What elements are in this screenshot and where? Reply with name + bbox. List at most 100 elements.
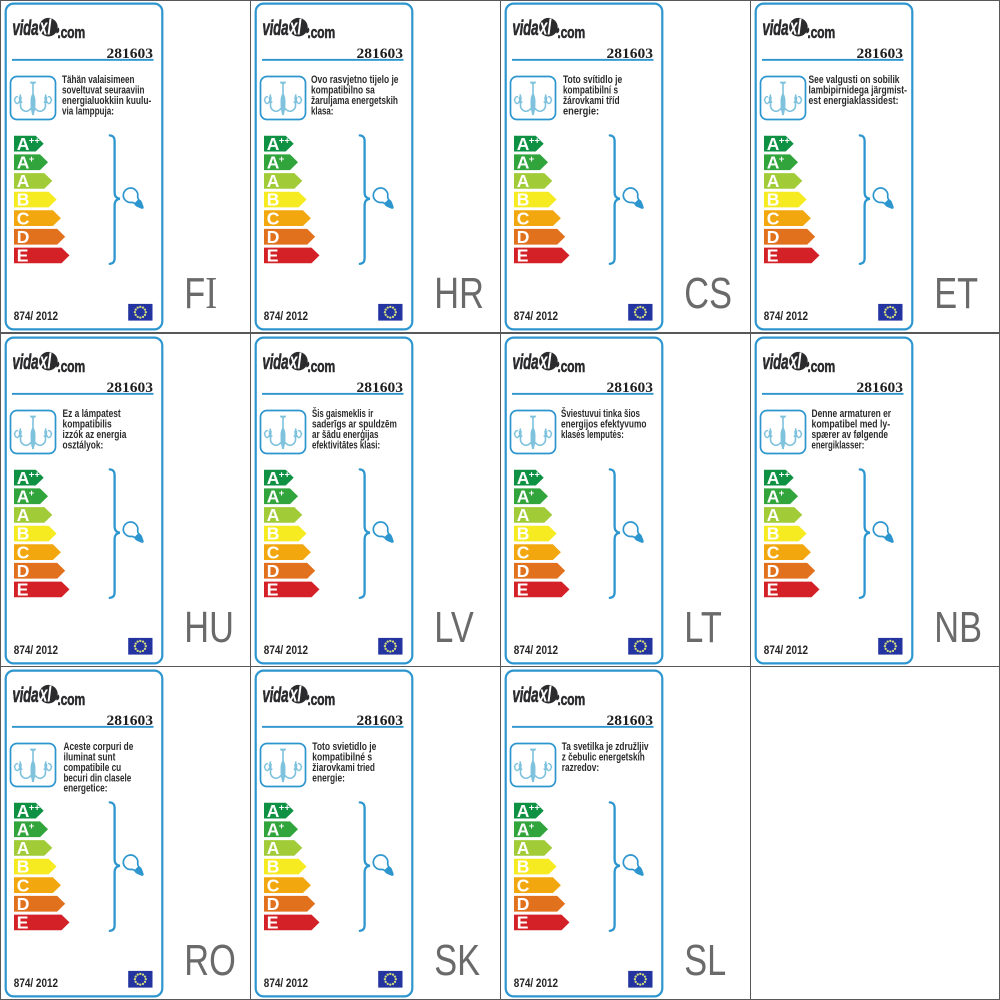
svg-text:xl: xl <box>789 14 802 39</box>
svg-text:874/ 2012: 874/ 2012 <box>264 310 308 323</box>
svg-text:efektivitātes klasi:: efektivitātes klasi: <box>312 439 380 451</box>
svg-text:kompatibilní s: kompatibilní s <box>563 84 618 96</box>
svg-text:281603: 281603 <box>607 46 654 62</box>
svg-text:B: B <box>517 190 530 210</box>
svg-text:xl: xl <box>539 14 552 39</box>
svg-text:A: A <box>767 134 780 154</box>
svg-text:.com: .com <box>807 358 835 376</box>
svg-text:vida: vida <box>512 16 538 40</box>
svg-text:klasės lemputės:: klasės lemputės: <box>561 429 624 441</box>
svg-text:++: ++ <box>279 135 291 146</box>
svg-text:C: C <box>17 875 30 895</box>
svg-text:ET: ET <box>934 269 978 318</box>
svg-text:+: + <box>779 488 785 499</box>
svg-text:Denne armaturen er: Denne armaturen er <box>812 408 892 420</box>
svg-text:izzók az energia: izzók az energia <box>63 429 128 441</box>
svg-text:C: C <box>767 208 780 228</box>
svg-text:A: A <box>17 801 30 821</box>
svg-text:Ovo rasvjetno tijelo je: Ovo rasvjetno tijelo je <box>311 74 399 86</box>
svg-text:vida: vida <box>512 683 538 707</box>
svg-text:874/ 2012: 874/ 2012 <box>764 644 808 657</box>
svg-text:A: A <box>767 486 780 506</box>
svg-text:A: A <box>267 134 280 154</box>
svg-text:ar šādu enerģijas: ar šādu enerģijas <box>312 428 379 441</box>
svg-text:A: A <box>767 152 780 172</box>
svg-text:B: B <box>267 857 280 877</box>
svg-text:B: B <box>17 190 30 210</box>
svg-text:xl: xl <box>39 14 52 39</box>
svg-text:xl: xl <box>539 681 552 706</box>
svg-text:vida: vida <box>762 350 788 374</box>
svg-text:FI: FI <box>184 267 217 318</box>
svg-text:Tähän valaisimeen: Tähän valaisimeen <box>62 74 135 86</box>
svg-text:B: B <box>267 524 280 544</box>
svg-text:saderīgs ar spuldzēm: saderīgs ar spuldzēm <box>312 418 397 430</box>
svg-text:A: A <box>267 171 280 191</box>
svg-text:D: D <box>17 894 30 914</box>
svg-text:281603: 281603 <box>857 380 904 396</box>
svg-text:D: D <box>267 227 280 247</box>
svg-text:++: ++ <box>779 135 791 146</box>
svg-text:C: C <box>267 542 280 562</box>
svg-text:D: D <box>767 561 780 581</box>
svg-text:D: D <box>517 894 530 914</box>
svg-text:+: + <box>529 821 535 832</box>
svg-text:281603: 281603 <box>857 46 904 62</box>
svg-text:CS: CS <box>684 269 732 318</box>
svg-text:klasa:: klasa: <box>311 105 333 117</box>
svg-text:E: E <box>767 580 779 600</box>
svg-text:vida: vida <box>12 16 38 40</box>
svg-text:LV: LV <box>434 603 474 652</box>
svg-text:.com: .com <box>557 24 585 42</box>
svg-text:874/ 2012: 874/ 2012 <box>764 310 808 323</box>
svg-text:281603: 281603 <box>357 46 404 62</box>
svg-text:.com: .com <box>57 358 85 376</box>
svg-text:D: D <box>267 561 280 581</box>
svg-text:++: ++ <box>29 469 41 480</box>
svg-text:vida: vida <box>12 683 38 707</box>
svg-text:kompatibilis: kompatibilis <box>63 418 112 430</box>
svg-text:LT: LT <box>684 603 721 652</box>
svg-text:281603: 281603 <box>107 380 154 396</box>
svg-text:vida: vida <box>762 16 788 40</box>
svg-text:E: E <box>17 246 29 266</box>
svg-text:D: D <box>767 227 780 247</box>
svg-text:HU: HU <box>184 603 234 652</box>
svg-text:z čebulic energetskih: z čebulic energetskih <box>562 751 645 763</box>
svg-text:A: A <box>267 819 280 839</box>
svg-text:C: C <box>17 208 30 228</box>
svg-text:++: ++ <box>29 135 41 146</box>
svg-text:A: A <box>767 505 780 525</box>
svg-text:kompatibilné s: kompatibilné s <box>312 751 372 763</box>
svg-text:See valgusti on sobilik: See valgusti on sobilik <box>809 74 901 86</box>
svg-text:A: A <box>517 486 530 506</box>
svg-text:iluminat sunt: iluminat sunt <box>64 751 116 763</box>
svg-text:874/ 2012: 874/ 2012 <box>14 644 58 657</box>
svg-text:energiklasser:: energiklasser: <box>812 439 865 451</box>
svg-text:D: D <box>517 227 530 247</box>
svg-text:C: C <box>267 208 280 228</box>
svg-text:.com: .com <box>57 691 85 709</box>
svg-text:žárovkami tříd: žárovkami tříd <box>563 95 620 107</box>
svg-text:A: A <box>17 505 30 525</box>
svg-text:SL: SL <box>684 936 726 985</box>
svg-text:becuri din clasele: becuri din clasele <box>64 772 132 784</box>
svg-text:C: C <box>17 542 30 562</box>
svg-text:vida: vida <box>512 350 538 374</box>
svg-text:874/ 2012: 874/ 2012 <box>14 310 58 323</box>
svg-text:E: E <box>267 913 279 933</box>
svg-text:energie:: energie: <box>563 105 599 117</box>
svg-text:B: B <box>17 524 30 544</box>
svg-text:xl: xl <box>289 681 302 706</box>
svg-text:A: A <box>767 468 780 488</box>
svg-text:E: E <box>517 580 529 600</box>
svg-text:A: A <box>267 468 280 488</box>
svg-text:soveltuvat seuraaviin: soveltuvat seuraaviin <box>62 84 145 96</box>
svg-text:C: C <box>517 208 530 228</box>
svg-text:est energiaklassidest:: est energiaklassidest: <box>809 95 899 107</box>
svg-text:281603: 281603 <box>607 380 654 396</box>
svg-text:A: A <box>267 505 280 525</box>
svg-text:+: + <box>29 488 35 499</box>
svg-text:+: + <box>779 154 785 165</box>
svg-text:SK: SK <box>434 936 480 985</box>
